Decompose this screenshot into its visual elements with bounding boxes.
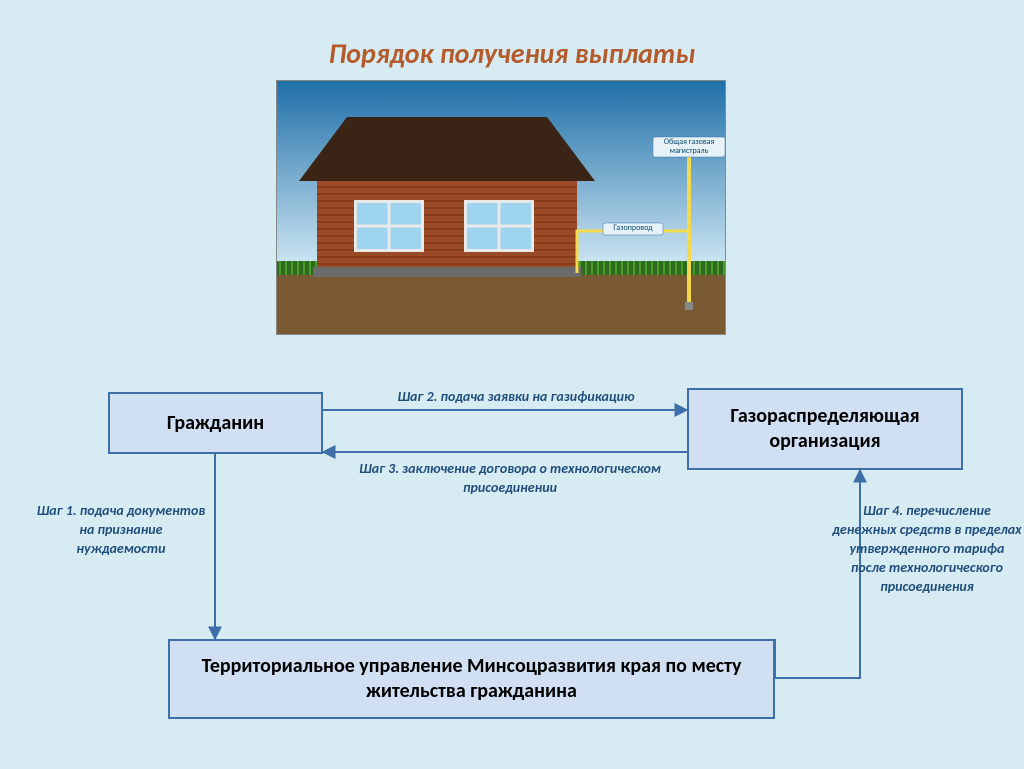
step3-label: Шаг 3. заключение договора о технологиче… [340,460,680,498]
label-branch-pipe: Газопровод [603,224,663,233]
page-root: Порядок получения выплаты Общая газоваям… [0,0,1024,769]
node-ministry: Территориальное управление Минсоцразвити… [168,639,775,719]
house-and-pipes [277,81,725,334]
step2-label: Шаг 2. подача заявки на газификацию [356,388,676,407]
step1-label: Шаг 1. подача документов на признание ну… [36,502,206,559]
node-distributor: Газораспределяющая организация [687,388,963,470]
illustration-panel: Общая газоваямагистраль Газопровод [276,80,726,335]
node-citizen: Гражданин [108,392,323,454]
step4-label: Шаг 4. перечисление денежных средств в п… [832,502,1022,596]
page-title: Порядок получения выплаты [0,36,1024,71]
label-main-pipe: Общая газоваямагистраль [653,138,725,156]
